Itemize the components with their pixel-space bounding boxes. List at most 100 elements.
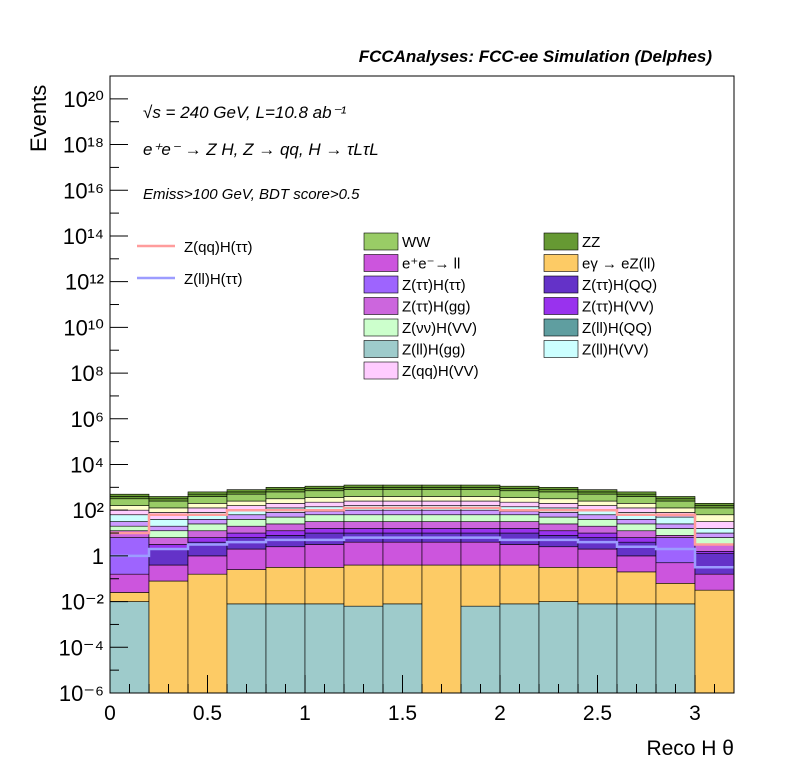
legend-swatch: [363, 254, 399, 272]
stack-bin: [109, 509, 150, 516]
stack-bin: [382, 528, 423, 534]
legend-label: Z(ττ)H(QQ): [582, 277, 657, 294]
x-tick-label: 0: [104, 702, 116, 725]
stack-bin: [616, 493, 657, 497]
legend-line-label: Z(ll)H(ττ): [184, 271, 243, 288]
stack-bin: [538, 530, 579, 536]
stack-bin: [265, 530, 306, 536]
stack-bin: [694, 503, 735, 506]
stack-bin: [616, 503, 657, 509]
stack-bin: [460, 528, 501, 534]
stack-bin: [148, 498, 189, 502]
stack-bin: [343, 487, 384, 490]
stack-bin: [460, 509, 501, 516]
legend-label: eγ → eZ(ll): [582, 256, 655, 273]
stack-bin: [343, 500, 384, 506]
stack-bin: [460, 487, 501, 490]
stack-bin: [304, 490, 345, 498]
stack-bin: [694, 573, 735, 591]
stack-bin: [187, 503, 228, 509]
stack-bin: [499, 564, 540, 605]
stack-bin: [694, 528, 735, 534]
stack-bin: [187, 555, 228, 575]
stack-bin: [148, 496, 189, 500]
stack-bin: [226, 491, 267, 495]
stack-bin: [460, 521, 501, 529]
stack-bin: [148, 507, 189, 513]
x-tick-label: 1.5: [388, 702, 417, 725]
legend-swatch: [363, 232, 399, 251]
stack-bin: [694, 521, 735, 529]
y-tick-label: 10¹⁴: [63, 224, 104, 249]
stack-bin: [694, 505, 735, 509]
y-tick-label: 10⁻⁴: [58, 635, 104, 660]
stack-bin: [304, 544, 345, 568]
stack-bin: [187, 491, 228, 495]
stack-bin: [187, 519, 228, 525]
stack-bin: [304, 501, 345, 508]
y-axis-ticks: 10⁻⁶ 10⁻⁴ 10⁻² 1 10² 10⁴ 10⁶ 10⁸ 10¹⁰ 10¹² 10¹⁴ 10¹…: [58, 75, 128, 706]
stack-bin: [304, 485, 345, 489]
stack-bin: [460, 541, 501, 566]
stack-bin: [265, 546, 306, 568]
stack-bin: [616, 523, 657, 532]
stack-bin: [421, 514, 462, 522]
legend-swatch: [363, 318, 399, 337]
stack-bin: [226, 532, 267, 538]
legend-swatch: [363, 297, 399, 315]
legend-swatch: [363, 275, 399, 294]
stack-bin: [226, 548, 267, 570]
y-tick-label: 10⁻⁶: [59, 681, 104, 706]
x-tick-label: 2: [494, 702, 506, 725]
stack-bin: [421, 484, 462, 488]
stack-bin: [109, 521, 150, 527]
y-tick-label: 10⁴: [70, 452, 104, 477]
stack-bin: [694, 532, 735, 538]
stack-bin: [616, 496, 657, 504]
stack-bin: [538, 489, 579, 493]
stack-bin: [538, 516, 579, 525]
stack-bin: [421, 541, 462, 566]
stack-bin: [538, 512, 579, 518]
stack-bin: [148, 580, 189, 694]
stack-bin: [187, 537, 228, 543]
stack-bin: [421, 487, 462, 490]
stack-bin: [616, 571, 657, 605]
legend-swatch: [543, 297, 579, 315]
x-axis-ticks: 0 0.5 1 1.5 2 2.5 3: [104, 675, 715, 725]
stack-bin: [694, 551, 735, 554]
stack-bin: [499, 488, 540, 492]
stack-bin: [460, 496, 501, 502]
stack-bin: [382, 489, 423, 497]
stack-bin: [694, 553, 735, 575]
selection-label: Emiss>100 GeV, BDT score>0.5: [143, 186, 360, 203]
stack-bin: [655, 496, 696, 500]
stack-bin: [655, 562, 696, 584]
stack-bin: [499, 497, 540, 503]
stack-bin: [343, 496, 384, 502]
stack-bin: [226, 514, 267, 520]
x-tick-label: 2.5: [583, 702, 612, 725]
stack-bin: [538, 601, 579, 694]
stack-bin: [304, 603, 345, 694]
stack-bin: [148, 525, 189, 532]
stack-bin: [226, 493, 267, 502]
stack-bin: [421, 509, 462, 516]
stack-bin: [577, 567, 618, 605]
stack-bin: [382, 509, 423, 516]
stack-bin: [538, 503, 579, 509]
stack-bin: [382, 514, 423, 522]
stack-bin: [577, 519, 618, 527]
stacked-bins: [109, 484, 735, 694]
stack-bin: [421, 521, 462, 529]
process-label: e⁺e⁻ → Z H, Z → qq, H → τLτL: [143, 140, 379, 159]
stack-bin: [187, 530, 228, 538]
legend-label: Z(νν)H(VV): [402, 320, 477, 337]
stack-bin: [694, 507, 735, 516]
stack-bin: [421, 500, 462, 506]
stack-bin: [694, 589, 735, 694]
stack-bin: [460, 605, 501, 694]
stack-bin: [304, 497, 345, 503]
y-tick-label: 10¹⁶: [63, 178, 104, 203]
chart-title: FCCAnalyses: FCC-ee Simulation (Delphes): [359, 47, 713, 66]
